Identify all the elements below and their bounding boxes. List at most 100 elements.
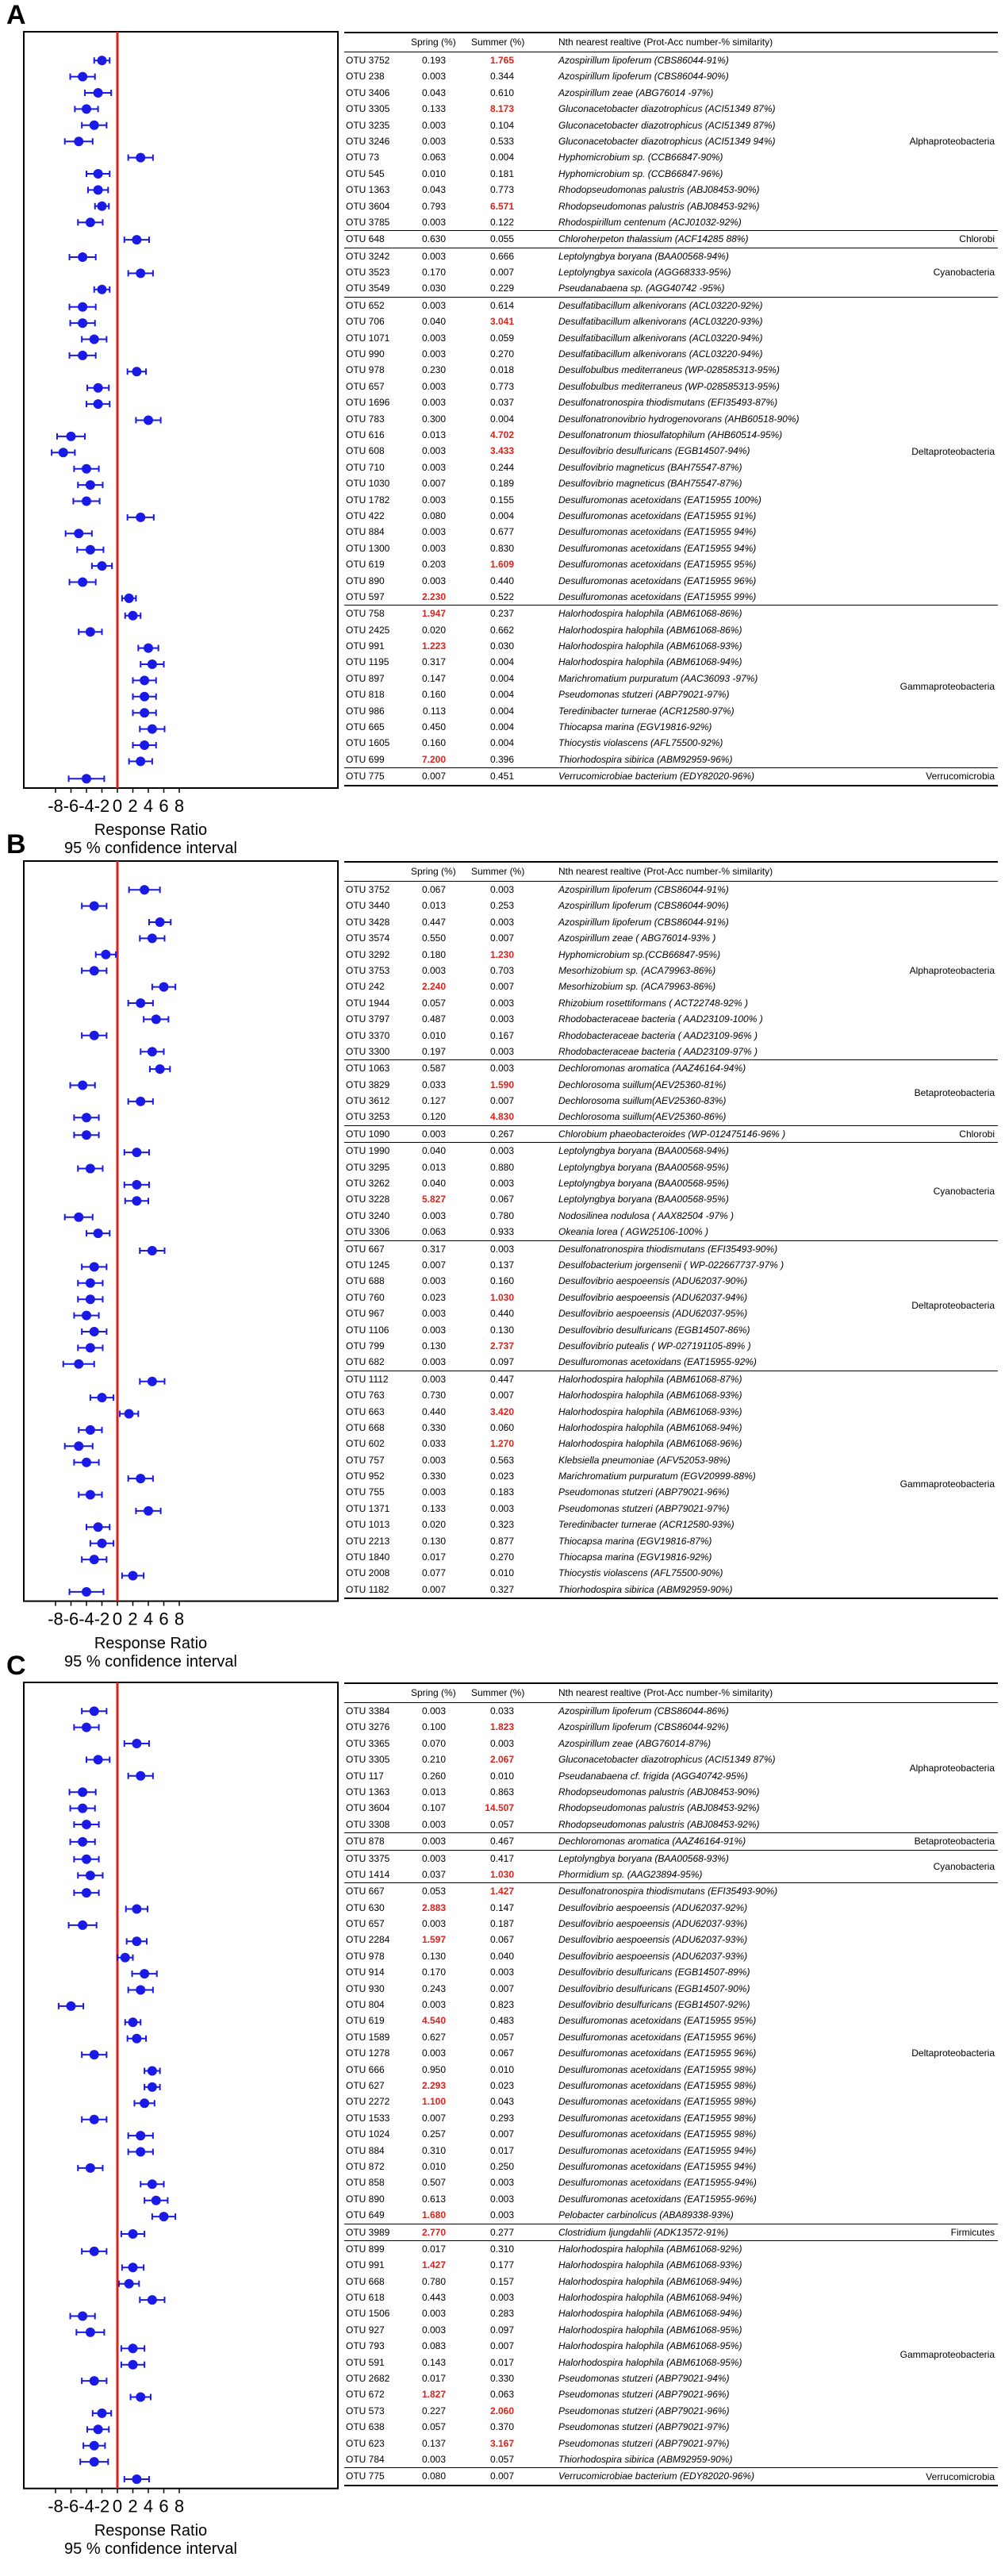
nearest-relative: Halorhodospira halophila (ABM61068-86%) bbox=[558, 624, 742, 636]
nearest-relative: Desulfuromonas acetoxidans (EAT15955 96%… bbox=[558, 2047, 757, 2059]
summer-value: 4.702 bbox=[489, 429, 514, 440]
otu-id: OTU 1090 bbox=[346, 1128, 390, 1140]
spring-value: 1.100 bbox=[421, 2096, 446, 2108]
point-otu-784 bbox=[89, 2457, 99, 2467]
spring-value: 0.003 bbox=[421, 348, 446, 360]
otu-id: OTU 897 bbox=[346, 672, 385, 684]
table-row: OTU 775 0.080 0.007 Verrucomicrobiae bacter… bbox=[344, 2468, 998, 2484]
spring-value: 0.780 bbox=[421, 2275, 446, 2287]
table-row: OTU 638 0.057 0.370 Pseudomonas stutzeri (A… bbox=[344, 2419, 998, 2435]
table-row: OTU 1371 0.133 0.003 Pseudomonas stutzeri (… bbox=[344, 1501, 998, 1517]
table-row: OTU 668 0.330 0.060 Halorhodospira halophil… bbox=[344, 1420, 998, 1436]
nearest-relative: Rhodopseudomonas palustris (ABJ08453-90%… bbox=[558, 1786, 760, 1797]
point-otu-1245 bbox=[89, 1262, 99, 1272]
summer-value: 0.004 bbox=[489, 656, 514, 668]
nearest-relative: Rhodopseudomonas palustris (ABJ08453-92%… bbox=[558, 200, 760, 212]
summer-value: 0.229 bbox=[489, 283, 514, 294]
table-row: OTU 3242 0.003 0.666 Leptolyngbya boryana (… bbox=[344, 248, 998, 264]
otu-id: OTU 3370 bbox=[346, 1029, 390, 1041]
point-otu-2008 bbox=[128, 1571, 138, 1581]
table-row: OTU 619 0.203 1.609 Desulfuromonas acetoxid… bbox=[344, 556, 998, 572]
spring-value: 0.003 bbox=[421, 119, 446, 131]
summer-value: 1.823 bbox=[489, 1721, 514, 1733]
otu-id: OTU 2213 bbox=[346, 1535, 390, 1547]
point-otu-657 bbox=[78, 1920, 88, 1930]
taxon-group: OTU 1063 0.587 0.003 Dechloromonas aromatic… bbox=[344, 1060, 998, 1126]
otu-id: OTU 1030 bbox=[346, 478, 390, 490]
spring-value: 0.003 bbox=[421, 2324, 446, 2336]
table-row: OTU 591 0.143 0.017 Halorhodospira halophil… bbox=[344, 2355, 998, 2370]
spring-value: 0.007 bbox=[421, 1259, 446, 1271]
table-row: OTU 1414 0.037 1.030 Phormidium sp. (AAG238… bbox=[344, 1867, 998, 1882]
nearest-relative: Azospirillum lipoferum (CBS86044-90%) bbox=[558, 71, 729, 83]
spring-value: 0.100 bbox=[421, 1721, 446, 1733]
table-row: OTU 897 0.147 0.004 Marichromatium purpurat… bbox=[344, 671, 998, 686]
otu-id: OTU 73 bbox=[346, 152, 380, 163]
point-otu-978 bbox=[120, 1952, 130, 1963]
table-row: OTU 755 0.003 0.183 Pseudomonas stutzeri (A… bbox=[344, 1484, 998, 1500]
otu-id: OTU 706 bbox=[346, 316, 385, 328]
table-row: OTU 1533 0.007 0.293 Desulfuromonas acetoxi… bbox=[344, 2110, 998, 2126]
table-row: OTU 667 0.317 0.003 Desulfonatronospira thi… bbox=[344, 1241, 998, 1257]
nearest-relative: Rhodobacteraceae bacteria ( AAD23109-100… bbox=[558, 1013, 763, 1025]
tick-label: 4 bbox=[144, 796, 153, 816]
point-otu-1182 bbox=[82, 1586, 91, 1597]
table-row: OTU 3370 0.010 0.167 Rhodobacteraceae bacte… bbox=[344, 1028, 998, 1044]
spring-value: 0.003 bbox=[421, 526, 446, 538]
otu-id: OTU 1506 bbox=[346, 2308, 390, 2320]
point-otu-623 bbox=[89, 2440, 99, 2451]
summer-value: 0.007 bbox=[489, 2128, 514, 2140]
otu-table: Spring (%) Summer (%) Nth nearest realtive… bbox=[344, 861, 998, 1600]
point-otu-618 bbox=[147, 2295, 157, 2305]
point-otu-3384 bbox=[89, 1706, 99, 1717]
point-otu-3253 bbox=[82, 1113, 91, 1123]
otu-id: OTU 3375 bbox=[346, 1852, 390, 1864]
otu-id: OTU 978 bbox=[346, 1950, 385, 1962]
otu-id: OTU 1195 bbox=[346, 656, 389, 668]
table-row: OTU 930 0.243 0.007 Desulfovibrio desulfuri… bbox=[344, 1981, 998, 1997]
taxon-group: OTU 3384 0.003 0.033 Azospirillum lipoferum… bbox=[344, 1703, 998, 1834]
nearest-relative: Teredinibacter turnerae (ACR12580-97%) bbox=[558, 705, 735, 717]
spring-value: 0.003 bbox=[421, 575, 446, 586]
otu-id: OTU 619 bbox=[346, 2015, 385, 2027]
spring-value: 0.180 bbox=[421, 948, 446, 960]
spring-value: 0.330 bbox=[421, 1471, 446, 1482]
point-otu-665 bbox=[147, 724, 157, 734]
summer-value: 0.003 bbox=[489, 1145, 514, 1157]
nearest-relative: Pseudomonas stutzeri (ABP79021-97%) bbox=[558, 689, 730, 701]
taxon-label: Firmicutes bbox=[950, 2226, 995, 2238]
spring-value: 0.080 bbox=[421, 509, 446, 521]
otu-id: OTU 1533 bbox=[346, 2112, 390, 2124]
spring-value: 0.147 bbox=[421, 672, 446, 684]
spring-value: 0.003 bbox=[421, 1324, 446, 1336]
point-otu-3574 bbox=[147, 933, 157, 944]
nearest-relative: Desulfatibacillum alkenivorans (ACL03220… bbox=[558, 316, 763, 328]
summer-value: 0.662 bbox=[489, 624, 514, 636]
spring-value: 0.133 bbox=[421, 1502, 446, 1514]
table-row: OTU 117 0.260 0.010 Pseudanabaena cf. frigi… bbox=[344, 1768, 998, 1784]
point-otu-1371 bbox=[144, 1505, 153, 1516]
table-row: OTU 1589 0.627 0.057 Desulfuromonas acetoxi… bbox=[344, 2029, 998, 2045]
table-row: OTU 3604 0.793 6.571 Rhodopseudomonas palus… bbox=[344, 198, 998, 214]
otu-id: OTU 2272 bbox=[346, 2096, 390, 2108]
spring-value: 0.003 bbox=[421, 2047, 446, 2059]
point-otu-3752 bbox=[140, 885, 150, 895]
point-otu-619 bbox=[128, 2017, 138, 2028]
otu-id: OTU 591 bbox=[346, 2356, 385, 2368]
spring-value: 0.017 bbox=[421, 1551, 446, 1563]
otu-id: OTU 1106 bbox=[346, 1324, 389, 1336]
summer-value: 0.063 bbox=[489, 2389, 514, 2401]
summer-value: 0.003 bbox=[489, 2193, 514, 2205]
spring-value: 0.203 bbox=[421, 559, 446, 571]
summer-value: 0.677 bbox=[489, 526, 514, 538]
summer-value: 0.018 bbox=[489, 364, 514, 376]
table-row: OTU 3262 0.040 0.003 Leptolyngbya boryana (… bbox=[344, 1175, 998, 1191]
summer-value: 0.003 bbox=[489, 1013, 514, 1025]
point-otu-422 bbox=[136, 512, 146, 522]
otu-id: OTU 1589 bbox=[346, 2031, 390, 2043]
point-otu-688 bbox=[85, 1278, 95, 1288]
header-relative: Nth nearest realtive (Prot-Acc number-% … bbox=[558, 1687, 773, 1698]
nearest-relative: Mesorhizobium sp. (ACA79963-86%) bbox=[558, 981, 716, 993]
tick-label: 4 bbox=[144, 2497, 153, 2516]
nearest-relative: Leptolyngbya boryana (BAA00568-95%) bbox=[558, 1194, 729, 1205]
